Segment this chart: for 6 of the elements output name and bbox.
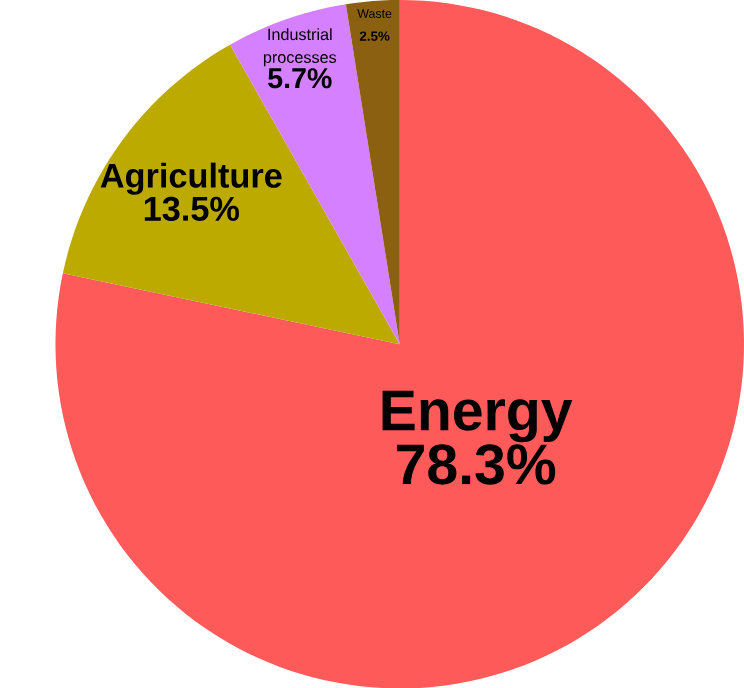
slice-label: Industrial processes [263, 28, 337, 66]
slice-label: Agriculture [100, 162, 282, 195]
data-label: 5.7% [268, 67, 332, 89]
data-label: 13.5% [144, 196, 240, 221]
data-label: 78.3% [397, 443, 556, 485]
slice-label: Energy [382, 390, 573, 443]
